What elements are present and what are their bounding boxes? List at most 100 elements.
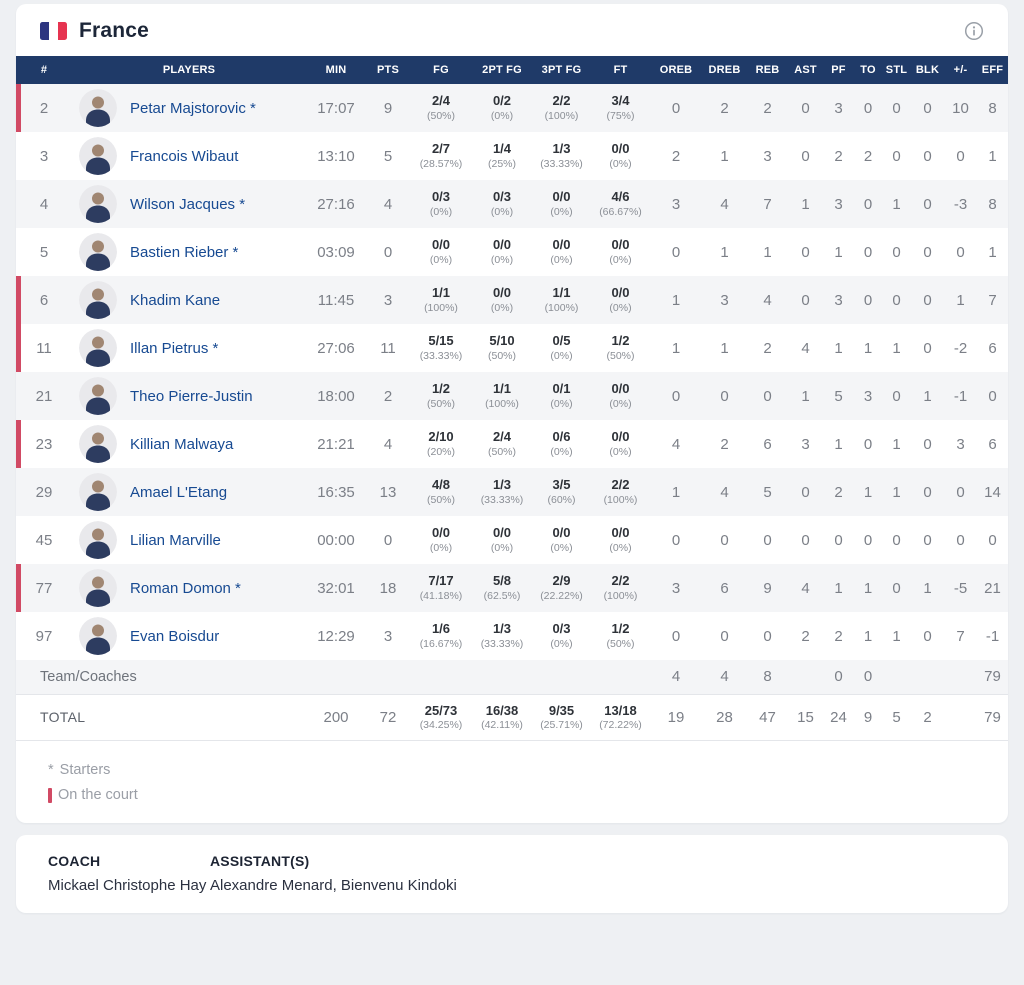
total-stat-blk: 2 <box>911 693 944 740</box>
stat-ft: 0/0 (0%) <box>591 372 650 420</box>
player-name[interactable]: Amael L'Etang <box>130 483 228 501</box>
total-stat-reb: 47 <box>747 693 788 740</box>
player-info: Amael L'Etang <box>74 473 304 511</box>
stat-eff: 0 <box>988 531 997 549</box>
stat-min: 27:16 <box>306 180 366 228</box>
stat-2pt-fg-pct: (33.33%) <box>480 638 524 651</box>
stat-total-3pt-fg-made: 9/35 <box>548 702 575 718</box>
stat-min: 03:09 <box>317 243 355 261</box>
stat-stl: 0 <box>882 276 911 324</box>
player-name[interactable]: Theo Pierre-Justin <box>130 387 253 405</box>
info-icon[interactable] <box>964 21 984 41</box>
stat-to: 1 <box>863 627 873 645</box>
stat-ft-pct: (50%) <box>606 350 635 363</box>
player-avatar[interactable] <box>79 569 117 607</box>
stat-2pt-fg-made: 1/3 <box>492 621 512 637</box>
player-name[interactable]: Petar Majstorovic * <box>130 99 256 117</box>
player-name[interactable]: Evan Boisdur <box>130 627 220 645</box>
staff-card: COACH Mickael Christophe Hay ASSISTANT(S… <box>16 835 1008 913</box>
stat-min: 18:00 <box>306 372 366 420</box>
player-info: Evan Boisdur <box>74 617 304 655</box>
stat-pts: 13 <box>366 468 410 516</box>
player-avatar[interactable] <box>79 233 117 271</box>
player-cell-container: Killian Malwaya <box>72 420 306 468</box>
stat-ast: 1 <box>788 372 823 420</box>
stat-min: 13:10 <box>317 147 355 165</box>
stat-oreb: 4 <box>671 435 681 453</box>
player-info: Lilian Marville <box>74 521 304 559</box>
stat-to: 1 <box>854 564 882 612</box>
stat-to: 0 <box>863 435 873 453</box>
player-avatar[interactable] <box>79 377 117 415</box>
player-cell-container: Roman Domon * <box>72 564 306 612</box>
stat-total-fg-made: 25/73 <box>424 702 458 718</box>
team-stat-dreb: 4 <box>702 660 747 694</box>
player-avatar[interactable] <box>79 473 117 511</box>
stat-pts: 4 <box>366 180 410 228</box>
player-avatar[interactable] <box>79 617 117 655</box>
column-header-fg: FG <box>410 56 472 84</box>
stat-ft-made: 0/0 <box>611 285 630 301</box>
stat-reb: 3 <box>763 147 772 165</box>
stat-min: 00:00 <box>317 531 355 549</box>
player-name[interactable]: Francois Wibaut <box>130 147 239 165</box>
stat-3pt-fg: 0/0 (0%) <box>532 180 591 228</box>
total-stat-oreb: 19 <box>650 693 702 740</box>
stat-2pt-fg-made: 0/0 <box>492 237 512 253</box>
stat-2pt-fg: 1/3 (33.33%) <box>472 468 532 516</box>
stat-pm: -3 <box>944 180 977 228</box>
player-name[interactable]: Killian Malwaya <box>130 435 234 453</box>
stat-3pt-fg-made: 0/0 <box>552 237 571 253</box>
stat-fg-pct: (16.67%) <box>419 638 463 651</box>
player-name[interactable]: Bastien Rieber * <box>130 243 239 261</box>
stat-ft-made: 0/0 <box>611 141 630 157</box>
stat-fg: 2/4 (50%) <box>410 84 472 132</box>
stat-stl: 0 <box>892 147 901 165</box>
player-avatar[interactable] <box>79 281 117 319</box>
player-avatar[interactable] <box>79 89 117 127</box>
player-number: 77 <box>16 564 72 612</box>
player-row: 4 Wilson Jacques * 27:16 4 0/3 (0%) 0/3 (0%) 0/0… <box>16 180 1008 228</box>
team-empty-cell <box>532 660 591 694</box>
stat-pts: 2 <box>366 372 410 420</box>
stat-to: 0 <box>854 180 882 228</box>
player-name[interactable]: Illan Pietrus * <box>130 339 219 357</box>
column-header-num: # <box>16 56 72 84</box>
stat-oreb: 1 <box>650 276 702 324</box>
stat-to: 2 <box>863 147 873 165</box>
stat-stl: 1 <box>892 339 901 357</box>
stat-2pt-fg: 5/10 (50%) <box>472 324 532 372</box>
team-box-score-card: France # PLAYERS MIN PTS FG 2PT FG 3PT FG FT ORE… <box>16 4 1008 823</box>
player-name[interactable]: Roman Domon * <box>130 579 241 597</box>
player-avatar[interactable] <box>79 425 117 463</box>
player-avatar[interactable] <box>79 185 117 223</box>
stat-ft: 1/2 (50%) <box>591 324 650 372</box>
team-stat-stl <box>882 660 911 694</box>
stat-ft: 3/4 (75%) <box>591 84 650 132</box>
player-name[interactable]: Lilian Marville <box>130 531 221 549</box>
stat-2pt-fg-pct: (50%) <box>487 350 516 363</box>
stat-fg-made: 1/1 <box>431 285 451 301</box>
player-avatar[interactable] <box>79 137 117 175</box>
on-court-marker <box>48 787 52 803</box>
player-avatar[interactable] <box>79 521 117 559</box>
player-name[interactable]: Khadim Kane <box>130 291 221 309</box>
stat-ft-pct: (100%) <box>603 494 638 507</box>
column-header-ft: FT <box>591 56 650 84</box>
stat-fg-made: 1/6 <box>431 621 451 637</box>
stat-pts: 4 <box>383 435 393 453</box>
stat-pm: 0 <box>956 147 965 165</box>
stat-stl: 0 <box>882 372 911 420</box>
player-avatar[interactable] <box>79 329 117 367</box>
stat-3pt-fg: 3/5 (60%) <box>532 468 591 516</box>
player-row: 97 Evan Boisdur 12:29 3 1/6 (16.67%) 1/3 (33.33… <box>16 612 1008 660</box>
team-stat-pf: 0 <box>823 660 854 694</box>
stat-2pt-fg: 0/0 (0%) <box>472 228 532 276</box>
stat-ft-pct: (0%) <box>609 302 632 315</box>
stat-pf: 2 <box>834 147 843 165</box>
stat-3pt-fg-pct: (0%) <box>550 542 573 555</box>
stat-2pt-fg: 0/0 (0%) <box>472 516 532 564</box>
column-header-reb: REB <box>747 56 788 84</box>
player-name[interactable]: Wilson Jacques * <box>130 195 246 213</box>
legend-on-court: On the court <box>48 787 976 803</box>
